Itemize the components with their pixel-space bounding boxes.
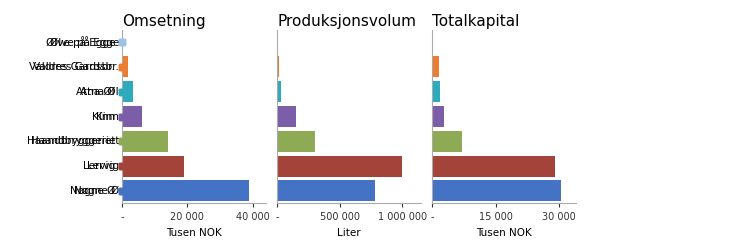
Text: Valdres Gardsbr.: Valdres Gardsbr. (33, 62, 119, 72)
Text: Nøgne Ø: Nøgne Ø (69, 186, 115, 196)
Text: Atna Øl: Atna Øl (76, 87, 115, 97)
Text: Ølve på Egge: Ølve på Egge (46, 36, 115, 48)
Bar (122, 56, 129, 77)
Text: Kinn: Kinn (96, 112, 119, 122)
Bar (277, 81, 281, 102)
Text: Ølve på Egge: Ølve på Egge (50, 36, 119, 48)
Text: Lervig: Lervig (87, 161, 119, 171)
Text: Nøgne Ø: Nøgne Ø (74, 186, 119, 196)
Bar (122, 81, 133, 102)
Text: Valdres Gardsbr.: Valdres Gardsbr. (29, 62, 115, 72)
Bar (122, 181, 249, 201)
Text: Haandbryggeriet: Haandbryggeriet (27, 136, 115, 146)
Bar (432, 181, 561, 201)
Text: Omsetning: Omsetning (122, 14, 205, 29)
Text: Produksjonsvolum: Produksjonsvolum (277, 14, 416, 29)
Bar (432, 81, 440, 102)
Bar (432, 131, 462, 152)
X-axis label: Tusen NOK: Tusen NOK (476, 228, 532, 238)
Bar (122, 156, 184, 177)
Bar (432, 106, 444, 127)
Bar (432, 56, 438, 77)
Text: Atna Øl: Atna Øl (81, 87, 119, 97)
Bar (432, 156, 555, 177)
Bar (122, 131, 168, 152)
Bar (277, 181, 375, 201)
Bar (277, 131, 315, 152)
Text: Kinn: Kinn (92, 112, 115, 122)
Bar (277, 156, 402, 177)
Text: Lervig: Lervig (83, 161, 115, 171)
X-axis label: Tusen NOK: Tusen NOK (166, 228, 222, 238)
Bar (277, 106, 296, 127)
Bar (122, 106, 142, 127)
Text: Totalkapital: Totalkapital (432, 14, 520, 29)
Text: Haandbryggeriet: Haandbryggeriet (31, 136, 119, 146)
Bar (277, 56, 279, 77)
X-axis label: Liter: Liter (337, 228, 361, 238)
